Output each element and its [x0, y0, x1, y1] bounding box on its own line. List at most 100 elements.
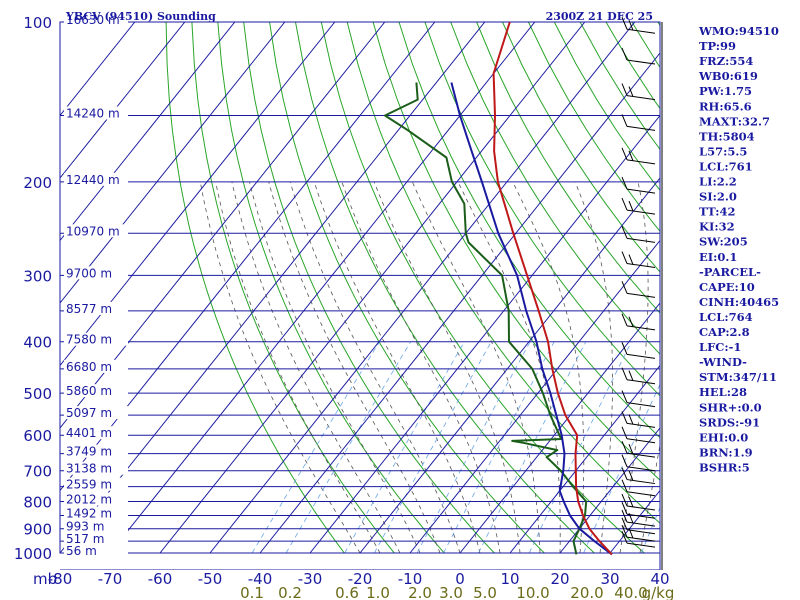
wind-barb-feather: [621, 176, 628, 190]
moist-adiabat-line: [639, 443, 660, 554]
wind-barb-shaft: [626, 452, 656, 458]
wind-barb-feather: [621, 502, 628, 515]
height-label-bg: [64, 332, 128, 346]
stat-line: BRN:1.9: [699, 445, 753, 459]
height-label-bg: [64, 384, 128, 398]
height-label-bg: [64, 492, 128, 506]
stat-line: STM:347/11: [699, 370, 777, 384]
stat-line: LCL:761: [699, 159, 753, 173]
height-label-bg: [64, 224, 128, 238]
stat-line: L57:5.5: [699, 144, 747, 158]
wind-barb-feather: [628, 254, 634, 265]
mixing-ratio-label: 20.0: [570, 584, 603, 600]
temperature-tick-label: 0: [455, 570, 465, 588]
wind-barb-shaft: [626, 491, 656, 497]
moist-adiabat-line: [341, 181, 501, 554]
stat-line: LI:2.2: [699, 175, 737, 189]
temperature-tick-label: 10: [500, 570, 519, 588]
height-label-bg: [64, 506, 128, 520]
wind-barb-shaft: [626, 209, 656, 215]
height-tick-label: 2559 m: [66, 478, 112, 492]
mixing-ratio-label: 2.0: [408, 584, 432, 600]
height-label-bg: [64, 532, 128, 546]
wind-barb-shaft: [626, 505, 656, 511]
stat-line: FRZ:554: [699, 54, 753, 68]
stat-line: WMO:94510: [698, 24, 779, 38]
temperature-tick-label: -20: [348, 570, 373, 588]
bottom-axis-bg: [32, 570, 660, 586]
isotherm-line: [60, 22, 286, 304]
isotherm-line: [159, 22, 586, 554]
isotherm-line: [60, 22, 386, 429]
wind-barb-feather: [628, 512, 634, 524]
stat-line: SHR+:0.0: [699, 400, 762, 414]
wind-barb-feather: [621, 251, 628, 264]
height-tick-label: 993 m: [66, 520, 104, 534]
mixing-ratio-label: 0.2: [278, 584, 302, 600]
dry-adiabat-line: [502, 22, 660, 273]
wind-barb-shaft: [626, 513, 656, 519]
x-axis-label: mb: [33, 570, 57, 588]
height-tick-label: 56 m: [66, 544, 97, 558]
mixing-ratio-line: [251, 341, 380, 554]
dry-adiabat-line: [295, 22, 595, 554]
isotherm-line: [109, 22, 536, 554]
wind-barb-feather: [628, 370, 634, 381]
stat-line: KI:32: [699, 220, 735, 234]
wind-barb-feather: [621, 524, 628, 538]
temperature-tick-label: 40: [650, 570, 669, 588]
moist-adiabat-line: [411, 181, 541, 554]
wind-barb-shaft: [626, 95, 656, 101]
temperature-tick-label: -80: [48, 570, 73, 588]
temperature-tick-label: -70: [98, 570, 123, 588]
height-tick-label: 3749 m: [66, 445, 112, 459]
height-label-bg: [64, 106, 128, 120]
wind-barb-feather: [621, 509, 628, 523]
temperature-tick-label: -60: [148, 570, 173, 588]
isotherm-line: [559, 427, 660, 554]
height-tick-label: 3138 m: [66, 462, 112, 476]
wind-barb-feather: [628, 414, 634, 425]
wind-barb-shaft: [626, 263, 656, 269]
pressure-tick-label: 900: [23, 521, 52, 539]
height-label-bg: [64, 359, 128, 373]
wind-barb-feather: [621, 411, 628, 424]
wind-barb-feather: [621, 530, 628, 544]
wind-barb-feather: [621, 440, 628, 454]
height-tick-label: 5097 m: [66, 406, 112, 420]
stat-line: RH:65.6: [699, 99, 752, 113]
stat-line: WB0:619: [698, 69, 758, 83]
pressure-isotherm-grid: [59, 21, 661, 571]
isotherm-line: [259, 52, 660, 554]
wind-barb-column: [621, 17, 663, 570]
dewpoint-profile-line: [384, 82, 588, 555]
wind-barb-feather: [621, 83, 628, 96]
mixing-ratio-label: 1.0: [366, 584, 390, 600]
wind-barb-feather: [621, 197, 628, 211]
sounding-profiles: [384, 22, 613, 556]
pressure-tick-label: 700: [23, 463, 52, 481]
stat-line: CAPE:10: [699, 280, 755, 294]
mixing-ratio-label: g/kg: [642, 584, 675, 600]
wind-barb-shaft: [626, 325, 656, 331]
stat-line: CAP:2.8: [699, 325, 750, 339]
dry-adiabat-line: [372, 22, 660, 481]
height-label-bg: [64, 426, 128, 440]
dry-adiabat-line: [761, 22, 800, 553]
chart-title: YBCV (94510) Sounding: [65, 10, 216, 23]
wind-barb-feather: [628, 443, 634, 455]
wind-barb-feather: [621, 493, 628, 507]
wind-barb-shaft: [626, 422, 656, 428]
stat-line: CINH:40465: [699, 295, 779, 309]
height-tick-label: 8577 m: [66, 302, 112, 316]
wind-barb-shaft: [626, 159, 656, 165]
wind-barb-feather: [621, 114, 628, 127]
height-tick-label: 10970 m: [66, 224, 120, 238]
temperature-profile-line: [492, 22, 613, 556]
wind-barb-feather: [621, 479, 628, 492]
wind-barb-feather: [628, 20, 634, 31]
mixing-ratio-label: 40.0: [614, 584, 647, 600]
isotherm-line: [459, 302, 660, 554]
stats-panel: WMO:94510TP:99FRZ:554WB0:619PW:1.75RH:65…: [698, 24, 779, 474]
